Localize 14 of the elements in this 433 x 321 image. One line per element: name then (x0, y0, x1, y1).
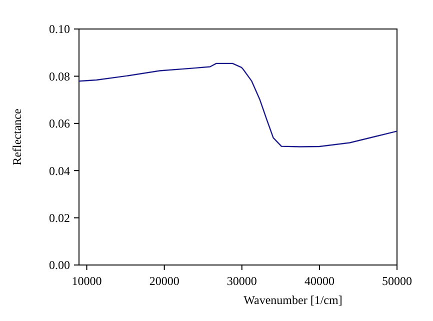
x-tick-label: 20000 (149, 274, 180, 288)
x-tick-label: 40000 (304, 274, 334, 288)
y-tick-label: 0.00 (49, 258, 70, 272)
y-tick-label: 0.02 (49, 211, 70, 225)
x-axis-title: Wavenumber [1/cm] (244, 293, 342, 307)
y-tick-label: 0.04 (49, 164, 70, 178)
x-tick-label: 10000 (72, 274, 102, 288)
y-tick-label: 0.08 (49, 69, 70, 84)
y-axis-title: Reflectance (10, 108, 24, 166)
y-tick-label: 0.06 (49, 116, 70, 131)
line-series (78, 62, 398, 148)
x-tick-label: 50000 (382, 274, 412, 288)
y-tick-label: 0.10 (49, 22, 70, 36)
x-tick-label: 30000 (226, 274, 257, 288)
